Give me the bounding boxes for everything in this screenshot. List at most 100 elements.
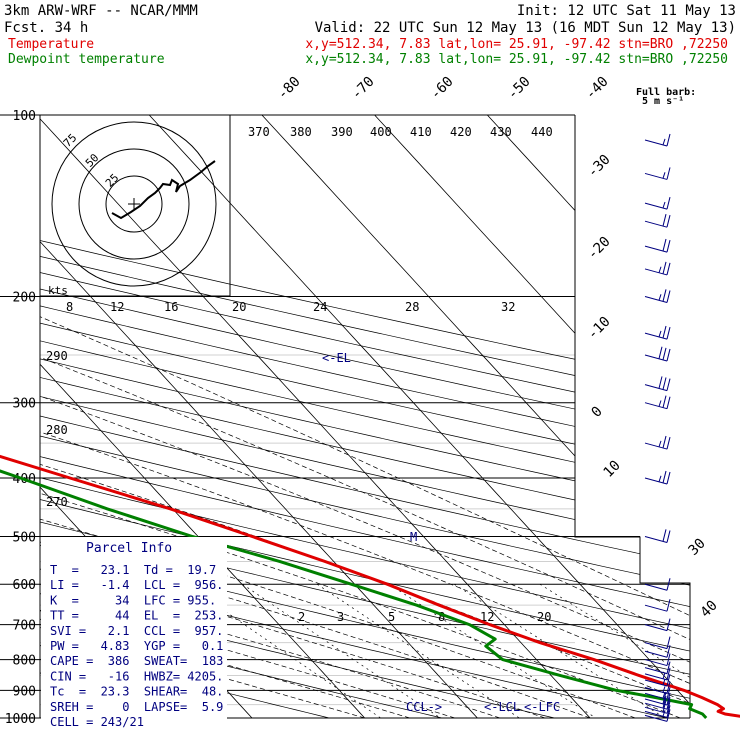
wind-barb-staff: [644, 268, 668, 276]
moist-adiabat-14: [40, 296, 636, 718]
wind-barb: [644, 709, 671, 722]
temperature-trace: [0, 454, 740, 718]
frame-right: [574, 115, 691, 718]
hodograph-units: kts: [48, 284, 68, 297]
dry-adiabat-label-370: 370: [248, 125, 270, 139]
wind-barb: [644, 618, 671, 632]
parcel-info-row: LI = -1.4 LCL = 956.: [50, 578, 223, 592]
hodograph: 75 50 25 kts: [39, 114, 231, 297]
parcel-info-row: PW = 4.83 YGP = 0.1: [50, 639, 223, 653]
dry-adiabat-450: [40, 115, 690, 718]
wind-barb-staff: [644, 604, 668, 612]
wind-barb-half: [658, 475, 662, 483]
dry-adiabat-label-410: 410: [410, 125, 432, 139]
lcl-marker: <-LCL: [484, 700, 520, 714]
isotherm-label--70: -70: [349, 74, 378, 103]
wind-barb-flag: [666, 378, 671, 391]
wind-barb: [644, 196, 671, 210]
mixing-ratio-label-5: 5: [388, 610, 395, 624]
wind-barb-staff: [644, 296, 668, 304]
mixing-ratio-3: [242, 583, 441, 718]
wind-barb-flag: [666, 645, 671, 658]
isotherm-label--40: -40: [583, 74, 612, 103]
pressure-label-100: 100: [13, 109, 36, 124]
wind-barb-flag: [662, 238, 667, 252]
wind-barb-flag: [662, 691, 667, 705]
wind-barb-staff: [644, 624, 668, 632]
wind-barb: [644, 238, 671, 253]
isotherm-10: [40, 115, 591, 718]
wind-barb: [644, 529, 671, 543]
dry-adiabat-280: [40, 115, 555, 718]
dry-adiabat-400: [40, 115, 690, 718]
wind-barb: [644, 376, 671, 392]
pressure-label-700: 700: [13, 619, 36, 634]
wind-barb-staff: [644, 650, 668, 658]
wind-barb: [644, 681, 671, 694]
wind-barb-staff: [644, 698, 668, 706]
wind-barb-flag: [662, 470, 667, 484]
wind-barb-flag: [666, 681, 671, 694]
hodograph-ring-middle: [78, 148, 190, 260]
isotherm-0: [40, 115, 478, 718]
wind-barb: [644, 325, 671, 340]
dry-adiabat-410: [40, 115, 690, 718]
legend-temperature-name: Temperature: [8, 37, 94, 52]
parcel-info-row: CAPE = 386 SWEAT= 183: [50, 654, 223, 668]
isotherm-label--30: -30: [585, 152, 614, 181]
init-time: Init: 12 UTC Sat 11 May 13: [517, 3, 736, 19]
wind-barb: [644, 395, 671, 410]
wind-barb-staff: [644, 220, 668, 228]
wind-barb-staff: [644, 245, 668, 253]
hodograph-ring-label-50: 50: [83, 151, 102, 170]
ccl-marker: CCL->: [406, 700, 442, 714]
parcel-info-title: Parcel Info: [86, 541, 172, 556]
wind-barb: [644, 695, 671, 710]
dry-adiabat-label-400: 400: [370, 125, 392, 139]
wind-barb-flag: [662, 695, 667, 709]
wind-barb-flag: [666, 215, 671, 228]
wind-barb-staff: [644, 702, 668, 710]
wind-barb: [644, 289, 671, 304]
legend-temperature-info: x,y=512.34, 7.83 lat,lon= 25.91, -97.42 …: [305, 37, 728, 52]
isotherm-50: [487, 115, 690, 718]
isotherm-label--20: -20: [585, 234, 614, 263]
wind-barb: [644, 470, 671, 485]
dry-adiabat-430: [40, 115, 690, 718]
pressure-label-500: 500: [13, 530, 36, 545]
wind-barb-staff: [644, 714, 668, 722]
wind-barb: [644, 667, 671, 681]
pressure-label-600: 600: [13, 578, 36, 593]
wind-barb-half: [658, 400, 662, 407]
sounding-curves: [0, 454, 740, 720]
pressure-label-300: 300: [13, 397, 36, 412]
dry-adiabat-340: [40, 115, 690, 718]
hodograph-ring-outer: [51, 121, 217, 287]
parcel-info-row: Tc = 23.3 SHEAR= 48.: [50, 685, 223, 699]
pressure-label-200: 200: [13, 291, 36, 306]
wind-barb-flag: [666, 133, 671, 147]
wind-barb: [644, 705, 671, 718]
wind-barb-flag: [666, 667, 671, 681]
parcel-info-row: SVI = 2.1 CCL = 957.: [50, 624, 223, 638]
dry-adiabat-label-440: 440: [531, 125, 553, 139]
wind-barb-flag: [666, 396, 671, 409]
valid-time: Valid: 22 UTC Sun 12 May 13 (16 MDT Sun …: [315, 20, 736, 36]
moist-adiabat-label-16: 16: [164, 300, 178, 314]
wind-barb-flag: [666, 673, 671, 687]
dry-adiabat-left-label-280: 280: [46, 423, 68, 437]
pressure-label-800: 800: [13, 654, 36, 669]
parcel-info-row: CIN = -16 HWBZ= 4205.: [50, 669, 223, 683]
wind-barb: [644, 599, 671, 612]
wind-barb-half: [662, 710, 666, 717]
mixing-ratio-label-2: 2: [298, 610, 305, 624]
mixing-ratio-label-3: 3: [337, 610, 344, 624]
isotherm-label--50: -50: [505, 74, 534, 103]
wind-barb-flag: [666, 653, 671, 666]
wind-barb-flag: [662, 289, 667, 302]
dry-adiabat-460: [40, 115, 690, 718]
isotherm-label-0: 0: [589, 404, 606, 421]
parcel-info-row: TT = 44 EL = 253.: [50, 609, 223, 623]
dry-adiabat-440: [40, 115, 690, 718]
